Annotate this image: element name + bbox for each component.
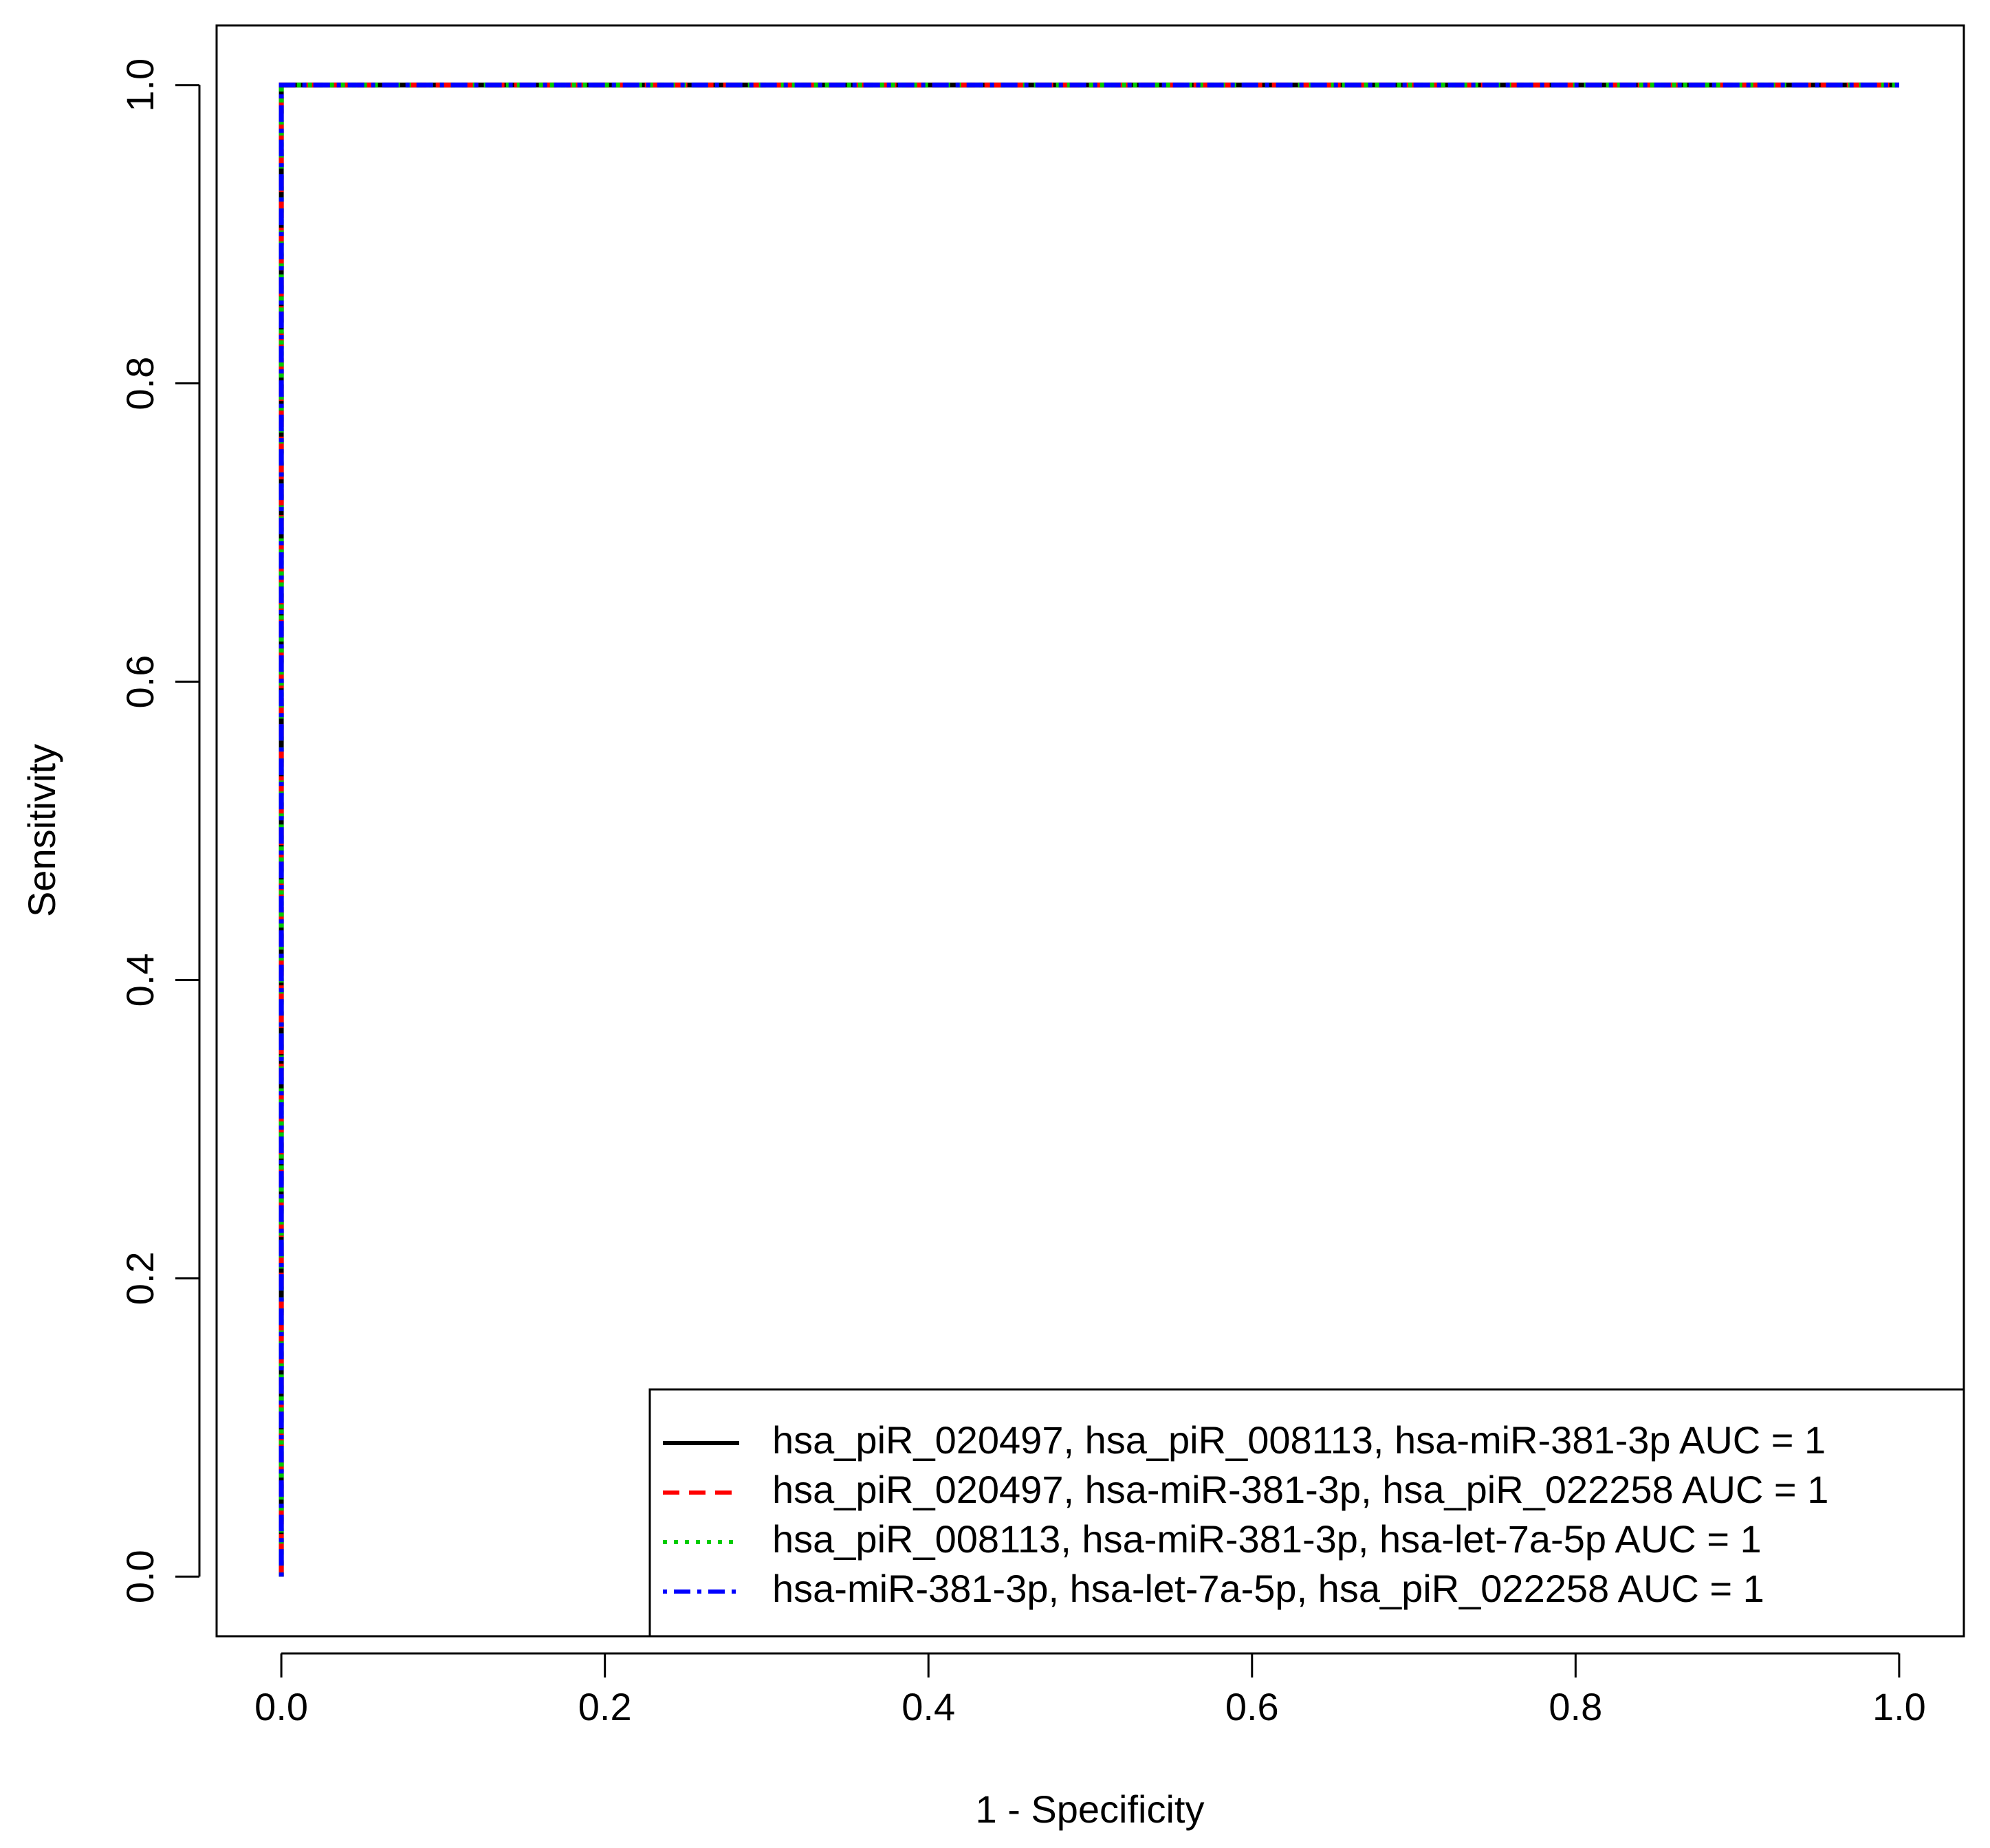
roc-line (278, 82, 1899, 1577)
roc-line (278, 82, 1899, 1577)
x-axis-label: 1 - Specificity (976, 1788, 1205, 1831)
y-tick-label: 1.0 (118, 58, 162, 112)
x-tick-label: 0.6 (1225, 1685, 1279, 1728)
legend-label: hsa_piR_008113, hsa-miR-381-3p, hsa-let-… (772, 1517, 1762, 1561)
x-tick-label: 0.0 (254, 1685, 308, 1728)
legend: hsa_piR_020497, hsa_piR_008113, hsa-miR-… (648, 1388, 1965, 1638)
legend-label: hsa-miR-381-3p, hsa-let-7a-5p, hsa_piR_0… (772, 1567, 1764, 1610)
roc-line (278, 82, 1899, 1577)
x-tick-label: 0.8 (1549, 1685, 1602, 1728)
y-tick-label: 0.4 (118, 954, 162, 1007)
y-tick-label: 0.6 (118, 655, 162, 709)
x-tick-label: 1.0 (1872, 1685, 1926, 1728)
legend-label: hsa_piR_020497, hsa-miR-381-3p, hsa_piR_… (772, 1468, 1828, 1511)
y-tick-label: 0.0 (118, 1550, 162, 1603)
x-tick-label: 0.2 (578, 1685, 632, 1728)
legend-label: hsa_piR_020497, hsa_piR_008113, hsa-miR-… (772, 1418, 1826, 1462)
y-tick-label: 0.8 (118, 357, 162, 410)
x-tick-label: 0.4 (901, 1685, 955, 1728)
legend-box (648, 1388, 1965, 1638)
roc-line (278, 82, 1899, 1577)
y-axis-label: Sensitivity (20, 744, 63, 917)
y-tick-label: 0.2 (118, 1251, 162, 1305)
